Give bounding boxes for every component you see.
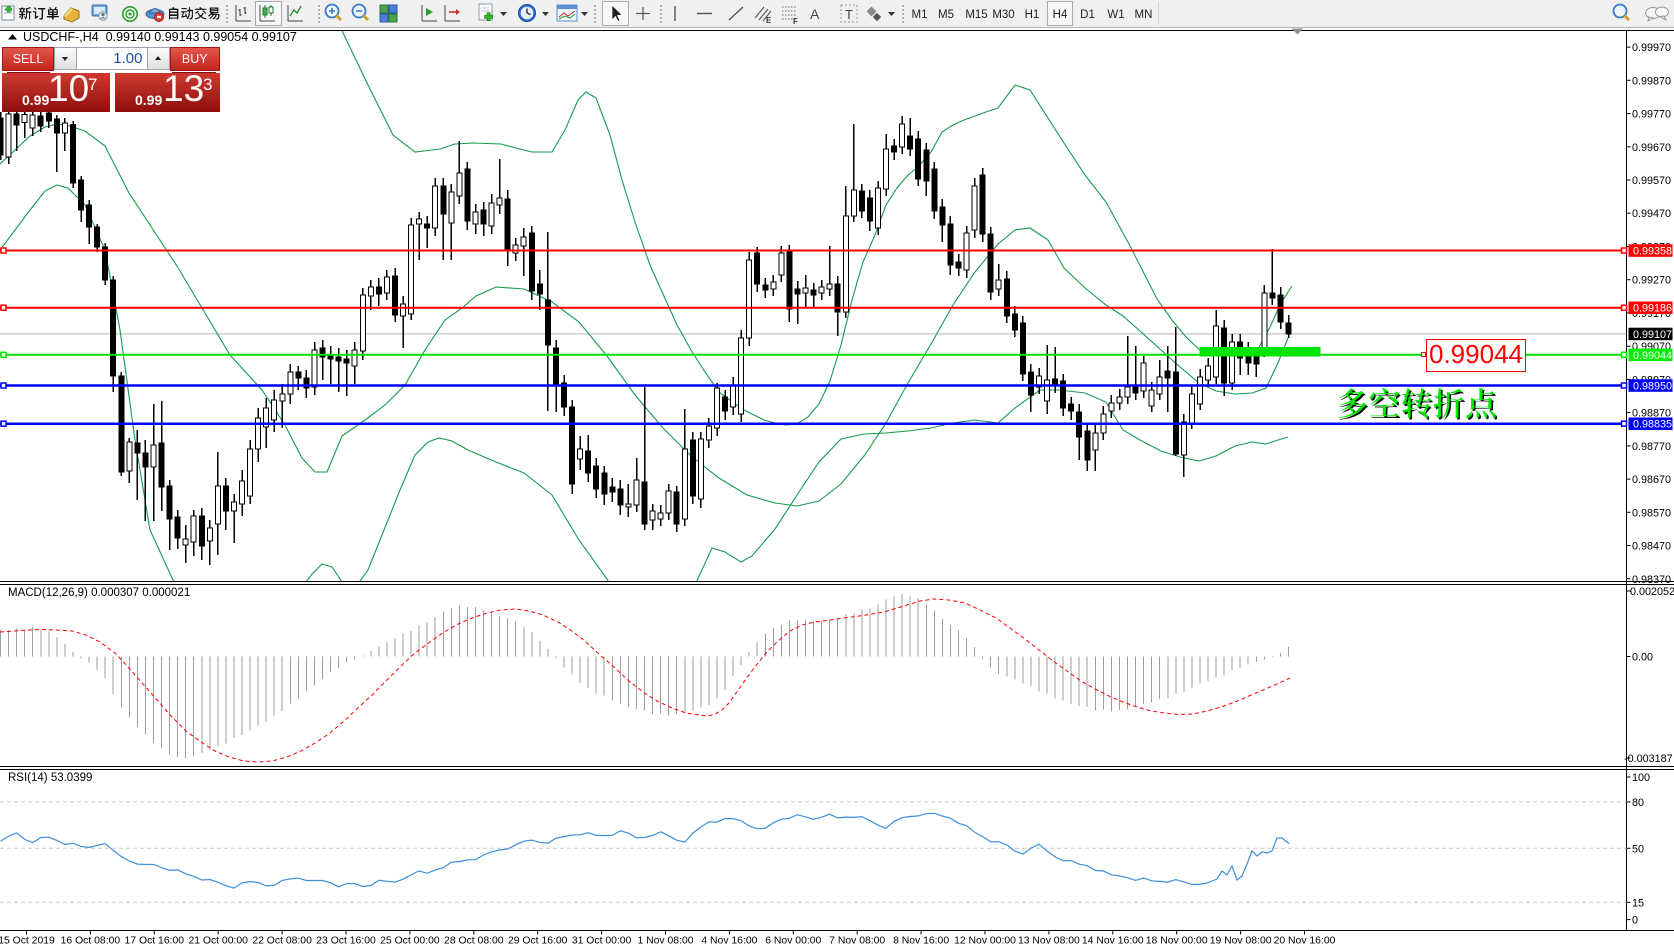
svg-text:0.99870: 0.99870 [1632,75,1671,87]
svg-text:4 Nov 16:00: 4 Nov 16:00 [701,936,757,947]
svg-text:0: 0 [1632,915,1638,927]
svg-text:H4: H4 [1053,9,1068,21]
svg-text:RSI(14) 53.0399: RSI(14) 53.0399 [8,772,92,784]
svg-text:0.98370: 0.98370 [1632,574,1671,586]
svg-text:28 Oct 08:00: 28 Oct 08:00 [444,936,504,947]
svg-text:MN: MN [1135,9,1153,21]
svg-text:M1: M1 [912,9,928,21]
svg-text:0.99270: 0.99270 [1632,275,1671,287]
svg-text:MACD(12,26,9) 0.000307 0.00002: MACD(12,26,9) 0.000307 0.000021 [8,587,190,599]
svg-text:0.99970: 0.99970 [1632,42,1671,54]
svg-text:16 Oct 08:00: 16 Oct 08:00 [61,936,121,947]
svg-text:0.00: 0.00 [1632,652,1653,664]
svg-text:15 Oct 2019: 15 Oct 2019 [0,936,55,947]
svg-text:A: A [810,6,820,22]
svg-text:29 Oct 16:00: 29 Oct 16:00 [508,936,568,947]
svg-text:0.98470: 0.98470 [1632,541,1671,553]
svg-text:100: 100 [1632,772,1650,784]
svg-text:6 Nov 00:00: 6 Nov 00:00 [765,936,821,947]
svg-text:0.99770: 0.99770 [1632,109,1671,121]
svg-text:23 Oct 16:00: 23 Oct 16:00 [316,936,376,947]
svg-text:22 Oct 08:00: 22 Oct 08:00 [252,936,312,947]
svg-text:M15: M15 [965,9,987,21]
svg-text:0.98870: 0.98870 [1632,408,1671,420]
svg-text:0.98770: 0.98770 [1632,441,1671,453]
svg-text:17 Oct 16:00: 17 Oct 16:00 [125,936,185,947]
svg-text:7 Nov 08:00: 7 Nov 08:00 [829,936,885,947]
svg-text:1 Nov 08:00: 1 Nov 08:00 [637,936,693,947]
svg-text:-0.003187: -0.003187 [1624,753,1673,765]
svg-text:0.99044: 0.99044 [1633,350,1672,362]
svg-text:8 Nov 16:00: 8 Nov 16:00 [893,936,949,947]
svg-text:0.99186: 0.99186 [1633,303,1672,315]
svg-text:0.99670: 0.99670 [1632,142,1671,154]
svg-text:0.98950: 0.98950 [1633,381,1672,393]
svg-text:0.002052: 0.002052 [1630,586,1674,598]
svg-text:19 Nov 08:00: 19 Nov 08:00 [1210,936,1272,947]
svg-text:0.98670: 0.98670 [1632,474,1671,486]
svg-text:0.98835: 0.98835 [1633,419,1672,431]
svg-text:M30: M30 [992,9,1014,21]
svg-text:18 Nov 00:00: 18 Nov 00:00 [1146,936,1208,947]
svg-text:0.98570: 0.98570 [1632,507,1671,519]
svg-text:31 Oct 00:00: 31 Oct 00:00 [572,936,632,947]
svg-text:T: T [845,7,853,22]
svg-text:0.99570: 0.99570 [1632,175,1671,187]
svg-text:25 Oct 00:00: 25 Oct 00:00 [380,936,440,947]
svg-text:W1: W1 [1107,9,1124,21]
svg-text:15: 15 [1632,897,1644,909]
svg-text:80: 80 [1632,797,1644,809]
svg-text:14 Nov 16:00: 14 Nov 16:00 [1082,936,1144,947]
svg-text:E: E [766,16,772,25]
svg-text:H1: H1 [1025,9,1040,21]
svg-text:21 Oct 00:00: 21 Oct 00:00 [188,936,248,947]
svg-text:20 Nov 16:00: 20 Nov 16:00 [1274,936,1336,947]
svg-text:50: 50 [1632,843,1644,855]
svg-text:D1: D1 [1080,9,1095,21]
svg-text:F: F [793,17,798,26]
svg-text:0.99358: 0.99358 [1633,246,1672,258]
svg-text:12 Nov 00:00: 12 Nov 00:00 [954,936,1016,947]
svg-text:0.99107: 0.99107 [1633,329,1672,341]
svg-text:0.99470: 0.99470 [1632,208,1671,220]
svg-text:USDCHF-,H4 0.99140 0.99143 0.: USDCHF-,H4 0.99140 0.99143 0.99054 0.991… [23,30,297,44]
svg-text:M5: M5 [938,9,954,21]
svg-text:13 Nov 08:00: 13 Nov 08:00 [1018,936,1080,947]
